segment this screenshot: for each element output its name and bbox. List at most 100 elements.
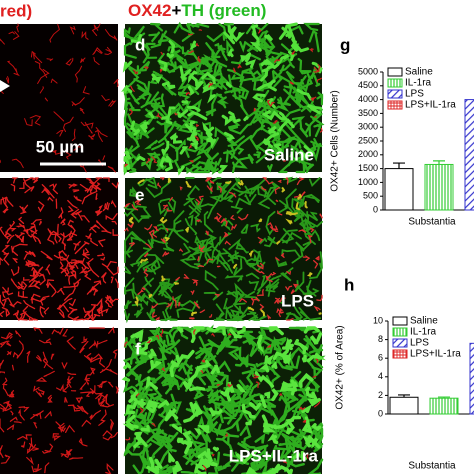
cell-process: [225, 180, 232, 185]
cell-process: [57, 297, 73, 310]
cell-process: [197, 455, 209, 470]
cell-process: [0, 310, 5, 318]
cell-process: [216, 372, 229, 387]
cell-process: [81, 247, 90, 260]
cell-process: [240, 52, 252, 63]
cell-process: [161, 367, 166, 372]
cell-process: [211, 44, 228, 62]
cell-process: [172, 464, 178, 474]
cell-process: [0, 38, 5, 45]
cell-process: [44, 410, 52, 419]
cell-process: [24, 185, 35, 194]
cell-process: [93, 56, 100, 66]
cell-process: [257, 236, 264, 244]
cell-process: [228, 237, 245, 251]
y-tick-label: 8: [378, 334, 383, 344]
cell-process: [226, 317, 245, 321]
cell-process: [268, 277, 280, 289]
cell-process: [87, 313, 97, 321]
cell-process: [304, 221, 313, 235]
panel-label: LPS+IL-1ra: [229, 446, 319, 465]
cell-process: [264, 236, 276, 248]
cell-process: [140, 91, 160, 109]
cell-process: [10, 245, 19, 256]
cell-process: [93, 280, 102, 285]
cell-process: [144, 224, 153, 231]
cell-process: [166, 208, 173, 212]
cell-process: [9, 336, 13, 340]
cell-process: [50, 78, 58, 84]
cell-process: [259, 395, 267, 409]
cell-process: [288, 50, 295, 62]
cell-process: [271, 336, 287, 346]
cell-process: [67, 205, 74, 213]
legend-label: Saline: [405, 67, 433, 78]
cell-process: [188, 126, 197, 142]
cell-process: [79, 340, 89, 354]
micrographs: [0, 21, 326, 474]
cell-process: [223, 298, 234, 310]
cell-process: [256, 262, 264, 270]
cell-process: [272, 143, 283, 159]
y-tick-label: 6: [378, 353, 383, 363]
cell-process: [26, 444, 37, 455]
cell-process: [136, 398, 146, 410]
cell-process: [301, 416, 313, 434]
y-tick-label: 4: [378, 371, 383, 381]
cell-process: [185, 91, 191, 96]
micrograph: [0, 178, 118, 320]
cell-process: [146, 429, 165, 444]
cell-process: [225, 305, 233, 320]
cell-process: [47, 196, 54, 202]
cell-process: [262, 422, 277, 433]
cell-process: [115, 386, 119, 394]
cell-process: [150, 257, 160, 275]
cell-process: [239, 67, 257, 83]
cell-process: [133, 69, 139, 74]
cell-process: [318, 312, 322, 315]
cell-process: [183, 410, 203, 423]
cell-process: [260, 67, 269, 82]
cell-process: [223, 31, 236, 45]
cell-process: [131, 204, 139, 211]
cell-process: [36, 355, 42, 362]
cell-process: [80, 215, 90, 223]
cell-process: [188, 143, 192, 149]
cell-process: [40, 250, 53, 261]
cell-process: [307, 103, 323, 115]
cell-process: [212, 453, 215, 457]
cell-process: [234, 353, 249, 368]
cell-process: [2, 196, 9, 209]
cell-process: [51, 150, 57, 154]
cell-process: [97, 339, 108, 345]
cell-process: [193, 301, 200, 309]
cell-process: [202, 244, 221, 254]
cell-process: [0, 341, 6, 346]
cell-process: [146, 254, 165, 264]
cell-process: [140, 257, 149, 264]
cell-process: [140, 425, 150, 432]
cell-process: [124, 414, 136, 428]
cell-process: [160, 330, 176, 347]
cell-process: [249, 124, 266, 151]
cell-process: [137, 289, 144, 296]
cell-process: [66, 230, 74, 242]
cell-process: [206, 30, 226, 43]
cell-process: [158, 281, 172, 302]
cell-process: [250, 223, 260, 228]
cell-process: [17, 340, 24, 359]
cell-process: [227, 399, 242, 415]
cell-process: [34, 61, 48, 78]
cell-process: [293, 138, 302, 157]
cell-process: [65, 57, 74, 66]
cell-process: [155, 334, 160, 340]
cell-process: [14, 232, 25, 239]
cell-process: [208, 82, 214, 88]
cell-process: [125, 437, 131, 441]
y-tick-label: 3000: [358, 122, 378, 132]
cell-process: [44, 462, 50, 474]
cell-process: [23, 252, 36, 260]
cell-process: [293, 338, 308, 351]
legend-swatch: [387, 89, 403, 99]
